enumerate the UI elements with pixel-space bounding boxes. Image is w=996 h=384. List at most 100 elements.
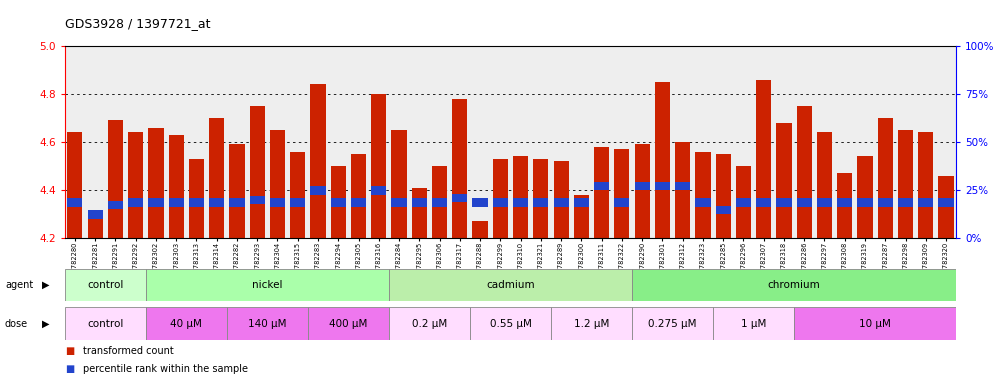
Text: 1 μM: 1 μM — [741, 318, 766, 329]
Bar — [209, 118, 224, 238]
Bar — [632, 269, 956, 301]
Bar — [837, 173, 853, 238]
Bar — [533, 159, 549, 238]
Bar — [493, 159, 508, 238]
Bar — [634, 182, 649, 190]
Bar — [632, 307, 713, 340]
Bar — [918, 132, 933, 238]
Bar — [654, 82, 670, 238]
Bar — [411, 188, 427, 238]
Bar — [388, 269, 632, 301]
Bar — [250, 106, 265, 238]
Bar — [817, 199, 832, 207]
Bar — [391, 130, 406, 238]
Bar — [776, 199, 792, 207]
Bar — [148, 127, 163, 238]
Bar — [594, 147, 610, 238]
Bar — [311, 187, 326, 195]
Bar — [432, 166, 447, 238]
Bar — [938, 199, 953, 207]
Bar — [65, 269, 145, 301]
Bar — [898, 130, 913, 238]
Bar — [148, 199, 163, 207]
Bar — [877, 118, 892, 238]
Bar — [432, 199, 447, 207]
Text: chromium: chromium — [768, 280, 821, 290]
Bar — [290, 199, 306, 207]
Bar — [513, 199, 528, 207]
Text: ▶: ▶ — [42, 280, 50, 290]
Bar — [715, 206, 731, 214]
Bar — [270, 199, 285, 207]
Bar — [227, 307, 308, 340]
Bar — [794, 307, 956, 340]
Text: control: control — [87, 318, 124, 329]
Bar — [574, 199, 589, 207]
Bar — [898, 199, 913, 207]
Bar — [493, 199, 508, 207]
Bar — [554, 199, 569, 207]
Bar — [88, 210, 103, 219]
Bar — [372, 94, 386, 238]
Bar — [168, 135, 184, 238]
Bar — [594, 182, 610, 190]
Bar — [229, 199, 245, 207]
Text: cadmium: cadmium — [486, 280, 535, 290]
Text: 1.2 μM: 1.2 μM — [574, 318, 610, 329]
Bar — [65, 307, 145, 340]
Text: 0.275 μM: 0.275 μM — [648, 318, 697, 329]
Bar — [145, 307, 227, 340]
Bar — [472, 199, 488, 207]
Bar — [574, 195, 589, 238]
Bar — [736, 199, 751, 207]
Text: 400 μM: 400 μM — [330, 318, 368, 329]
Bar — [858, 157, 872, 238]
Bar — [675, 182, 690, 190]
Text: 140 μM: 140 μM — [248, 318, 287, 329]
Bar — [411, 199, 427, 207]
Text: 0.55 μM: 0.55 μM — [489, 318, 532, 329]
Text: nickel: nickel — [252, 280, 283, 290]
Bar — [797, 106, 812, 238]
Bar — [837, 199, 853, 207]
Bar — [654, 182, 670, 190]
Bar — [229, 144, 245, 238]
Bar — [554, 161, 569, 238]
Bar — [68, 132, 83, 238]
Text: 40 μM: 40 μM — [170, 318, 202, 329]
Bar — [695, 152, 710, 238]
Bar — [533, 199, 549, 207]
Bar — [168, 199, 184, 207]
Text: transformed count: transformed count — [83, 346, 173, 356]
Text: 10 μM: 10 μM — [860, 318, 891, 329]
Text: ■: ■ — [65, 346, 74, 356]
Bar — [145, 269, 388, 301]
Bar — [189, 199, 204, 207]
Text: ■: ■ — [65, 364, 74, 374]
Bar — [776, 123, 792, 238]
Bar — [351, 154, 367, 238]
Bar — [756, 79, 771, 238]
Bar — [736, 166, 751, 238]
Bar — [388, 307, 470, 340]
Bar — [615, 149, 629, 238]
Bar — [270, 130, 285, 238]
Bar — [877, 199, 892, 207]
Bar — [189, 159, 204, 238]
Text: agent: agent — [5, 280, 33, 290]
Bar — [452, 194, 467, 202]
Bar — [108, 201, 123, 209]
Bar — [756, 199, 771, 207]
Bar — [452, 99, 467, 238]
Bar — [250, 196, 265, 205]
Text: percentile rank within the sample: percentile rank within the sample — [83, 364, 248, 374]
Bar — [634, 144, 649, 238]
Bar — [128, 199, 143, 207]
Bar — [331, 166, 346, 238]
Bar — [372, 187, 386, 195]
Text: ▶: ▶ — [42, 318, 50, 329]
Bar — [797, 199, 812, 207]
Bar — [308, 307, 388, 340]
Bar — [311, 84, 326, 238]
Bar — [128, 132, 143, 238]
